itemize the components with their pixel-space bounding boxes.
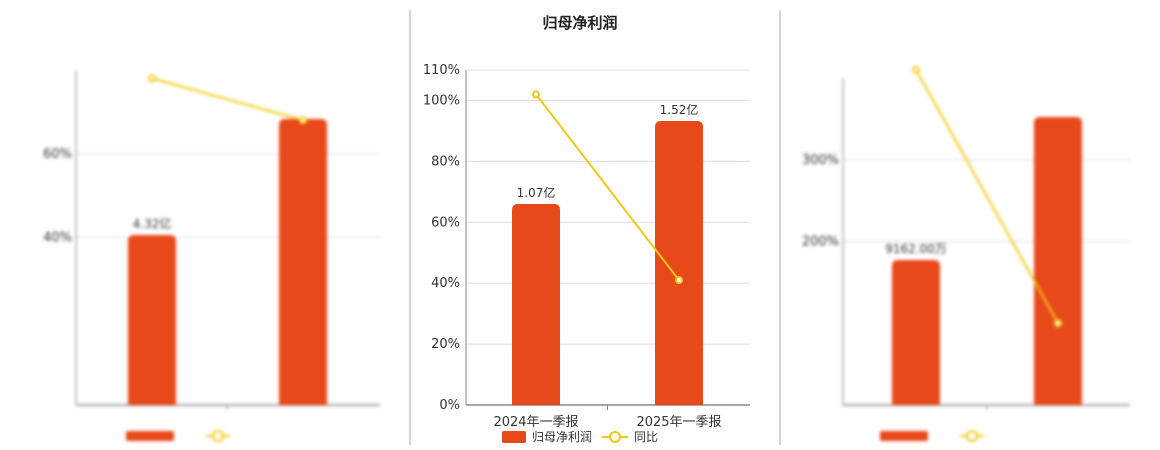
x-category-label: 2024年一季报 [493, 415, 578, 430]
bar-data-label: 1.52亿 [660, 102, 699, 117]
yoy-point [299, 116, 307, 125]
y-tick-label: 60% [43, 147, 72, 162]
yoy-point [675, 276, 683, 285]
y-tick-label: 60% [431, 215, 460, 230]
y-tick-label: 40% [431, 276, 460, 291]
bar [1034, 117, 1082, 405]
legend-bar-label: 归母净利润 [532, 430, 592, 444]
bar-data-label: 1.07亿 [517, 185, 556, 200]
y-tick-label: 200% [802, 235, 839, 250]
bar-data-label: 4.32亿 [133, 216, 172, 231]
legend-line-marker [609, 431, 621, 443]
yoy-point [148, 74, 156, 83]
legend-line-marker [212, 430, 224, 442]
bar [892, 260, 940, 405]
yoy-line [915, 69, 1059, 324]
y-tick-label: 20% [431, 337, 460, 352]
bar [512, 204, 560, 405]
bar-data-label: 9162.00万 [885, 242, 947, 256]
chart-panel-left: 40% 60% 4.32亿 [43, 70, 380, 442]
chart-title: 归母净利润 [542, 14, 617, 32]
x-category-label: 2025年一季报 [636, 415, 721, 430]
y-tick-label: 100% [423, 93, 460, 108]
bar [279, 119, 327, 405]
legend-line-label: 同比 [634, 430, 658, 444]
yoy-point [1054, 319, 1062, 328]
legend-bar-swatch [502, 431, 526, 443]
yoy-point [912, 65, 920, 74]
y-tick-label: 110% [423, 63, 460, 78]
legend-line-marker [966, 430, 978, 442]
chart-panel-right: 200% 300% 9162.00万 [802, 65, 1130, 442]
y-tick-label: 40% [43, 231, 72, 246]
y-tick-label: 300% [802, 153, 839, 168]
bar [655, 121, 703, 405]
y-tick-label: 80% [431, 154, 460, 169]
yoy-line [535, 93, 680, 281]
y-tick-label: 0% [439, 398, 460, 413]
chart-panel-center: 归母净利润 0% 20% 40% 60% 80% 100% 110% 1.07亿 1.52亿 202… [423, 14, 750, 444]
bar [128, 235, 176, 405]
yoy-line [151, 77, 304, 122]
yoy-point [532, 90, 540, 99]
legend-bar-swatch [126, 431, 174, 441]
legend-bar-swatch [880, 431, 928, 441]
